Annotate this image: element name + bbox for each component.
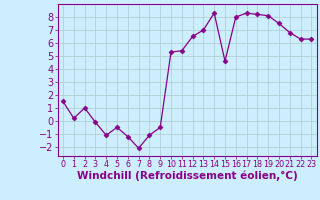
X-axis label: Windchill (Refroidissement éolien,°C): Windchill (Refroidissement éolien,°C) [77, 171, 298, 181]
